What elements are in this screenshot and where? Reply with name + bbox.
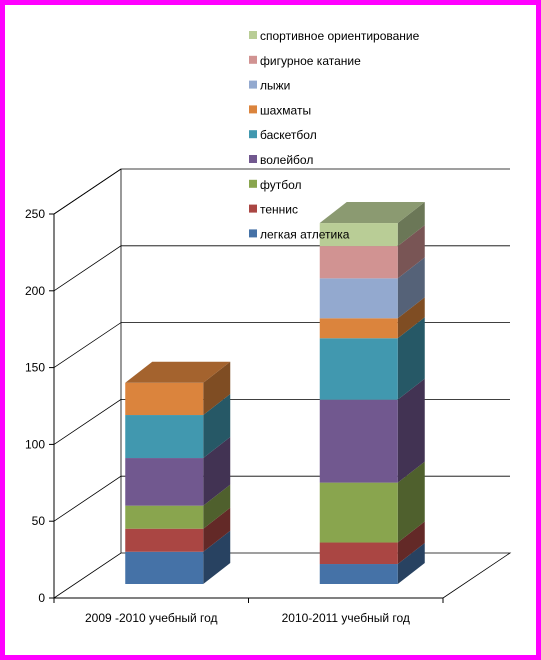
legend-swatch bbox=[249, 55, 257, 64]
legend-swatch bbox=[249, 105, 257, 114]
y-tick-label: 100 bbox=[25, 437, 45, 451]
bar-segment bbox=[319, 318, 398, 339]
x-tick-label: 2009 -2010 учебный год bbox=[85, 611, 218, 625]
x-axis-tick-labels: 2009 -2010 учебный год 2010-2011 учебный … bbox=[85, 611, 410, 625]
bar-segment-side bbox=[397, 543, 425, 584]
bar-segment-side bbox=[203, 437, 231, 506]
legend-swatch bbox=[249, 155, 257, 163]
bar-segment bbox=[125, 528, 204, 552]
bar-segment bbox=[319, 399, 398, 483]
y-tick-label: 0 bbox=[38, 591, 45, 605]
bars bbox=[125, 202, 425, 584]
legend-label: шахматы bbox=[260, 103, 311, 117]
bar-segment bbox=[319, 278, 398, 319]
legend-label: фигурное катание bbox=[260, 54, 361, 68]
gridline bbox=[53, 168, 510, 215]
bar-segment bbox=[125, 551, 204, 584]
bar-segment-side bbox=[203, 394, 231, 459]
y-tick-label: 50 bbox=[32, 514, 46, 528]
bar-segment bbox=[319, 564, 398, 584]
floor-outline bbox=[53, 552, 512, 599]
legend-swatch bbox=[249, 229, 257, 238]
bar-segment bbox=[319, 482, 398, 543]
y-tick-label: 150 bbox=[25, 361, 45, 375]
bar-segment-side bbox=[203, 484, 231, 529]
bar-segment bbox=[125, 458, 204, 506]
bar-segment bbox=[125, 382, 204, 416]
bar-segment bbox=[319, 338, 398, 400]
legend-swatch bbox=[249, 130, 257, 139]
legend: спортивное ориентирование фигурное катани… bbox=[249, 29, 420, 241]
bar-segment-side bbox=[397, 297, 425, 339]
bar-segment-side bbox=[203, 507, 231, 552]
bar-segment-side bbox=[397, 225, 425, 279]
legend-label: теннис bbox=[260, 203, 298, 217]
bar-segment-side bbox=[397, 317, 425, 400]
bar-segment bbox=[319, 223, 398, 247]
y-tick-label: 200 bbox=[25, 284, 45, 298]
gridline bbox=[53, 245, 510, 292]
legend-swatch bbox=[249, 80, 257, 89]
gridlines bbox=[53, 168, 510, 522]
bar-segment-side bbox=[203, 361, 231, 416]
y-axis-tick-labels: 0 50 100 150 200 250 bbox=[25, 207, 45, 605]
bar-top-face bbox=[319, 202, 425, 224]
bar-segment-side bbox=[397, 257, 425, 319]
legend-swatch bbox=[249, 204, 257, 213]
legend-swatch bbox=[249, 31, 257, 39]
legend-label: баскетбол bbox=[260, 128, 317, 142]
bar-segment bbox=[319, 542, 398, 565]
axes bbox=[49, 213, 444, 603]
bar-segment-side bbox=[397, 202, 425, 247]
bar-segment-side bbox=[397, 378, 425, 483]
y-tick-label: 250 bbox=[25, 207, 45, 221]
legend-label: волейбол bbox=[260, 153, 313, 167]
legend-label: спортивное ориентирование bbox=[260, 29, 420, 43]
bar-top-face bbox=[125, 361, 231, 383]
bar-segment-side bbox=[397, 521, 425, 565]
bar-segment-side bbox=[397, 461, 425, 543]
bar-segment bbox=[319, 246, 398, 279]
gridline bbox=[53, 398, 510, 445]
legend-label: легкая атлетика bbox=[260, 227, 350, 241]
bar-segment-side bbox=[203, 530, 231, 584]
bar-segment bbox=[125, 415, 204, 459]
gridline bbox=[53, 322, 510, 368]
legend-swatch bbox=[249, 179, 257, 188]
legend-label: футбол bbox=[260, 178, 302, 192]
legend-label: лыжи bbox=[260, 79, 290, 93]
x-tick-label: 2010-2011 учебный год bbox=[282, 611, 410, 625]
gridline bbox=[53, 475, 510, 522]
bar-segment bbox=[125, 505, 204, 529]
